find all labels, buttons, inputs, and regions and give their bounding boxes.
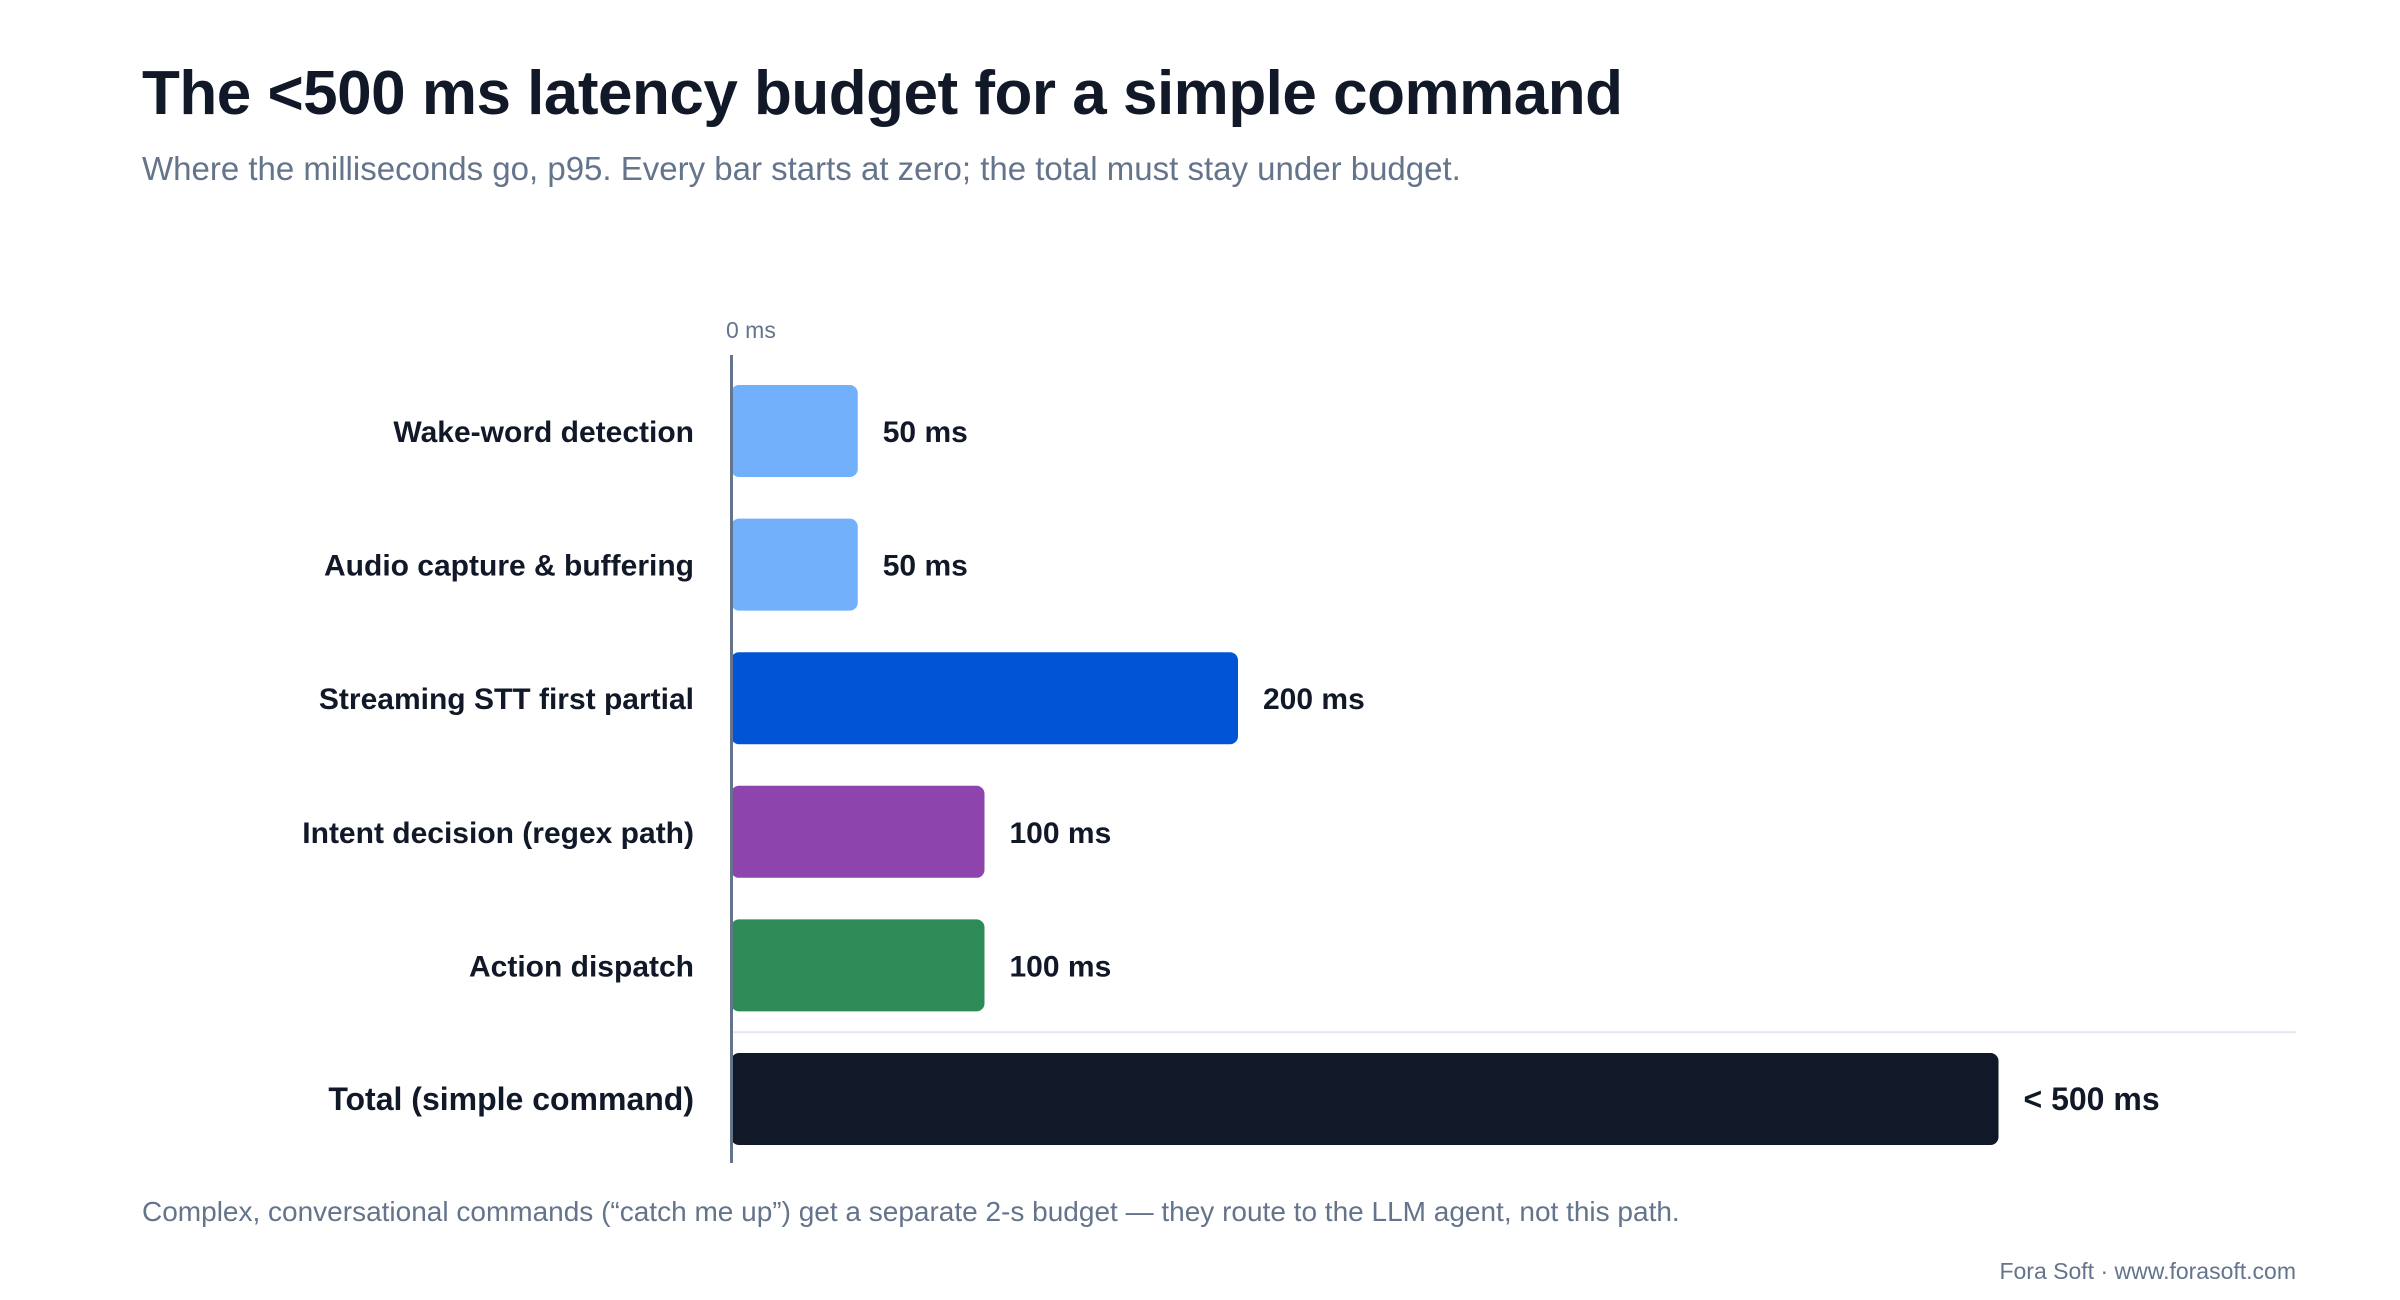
value-label: 50 ms: [883, 550, 968, 583]
category-label: Action dispatch: [469, 950, 694, 983]
value-label: 200 ms: [1263, 683, 1365, 716]
bar: [731, 652, 1238, 745]
bar: [731, 785, 985, 878]
value-label: 100 ms: [1010, 817, 1112, 850]
value-label: 50 ms: [883, 416, 968, 449]
bar: [731, 919, 985, 1012]
category-label: Wake-word detection: [393, 416, 694, 449]
category-label: Streaming STT first partial: [319, 683, 694, 716]
bar: [731, 1053, 1999, 1145]
bar: [731, 385, 858, 477]
footnote: Complex, conversational commands (“catch…: [142, 1196, 1680, 1227]
bar: [731, 518, 858, 611]
axis-zero-label: 0 ms: [726, 317, 776, 343]
category-label: Total (simple command): [328, 1081, 694, 1117]
value-label: < 500 ms: [2024, 1081, 2160, 1117]
credit: Fora Soft · www.forasoft.com: [1999, 1258, 2296, 1284]
value-label: 100 ms: [1010, 950, 1112, 983]
chart-subtitle: Where the milliseconds go, p95. Every ba…: [142, 150, 1461, 187]
category-label: Intent decision (regex path): [302, 817, 694, 850]
category-label: Audio capture & buffering: [324, 550, 694, 583]
chart-title: The <500 ms latency budget for a simple …: [142, 59, 1623, 128]
